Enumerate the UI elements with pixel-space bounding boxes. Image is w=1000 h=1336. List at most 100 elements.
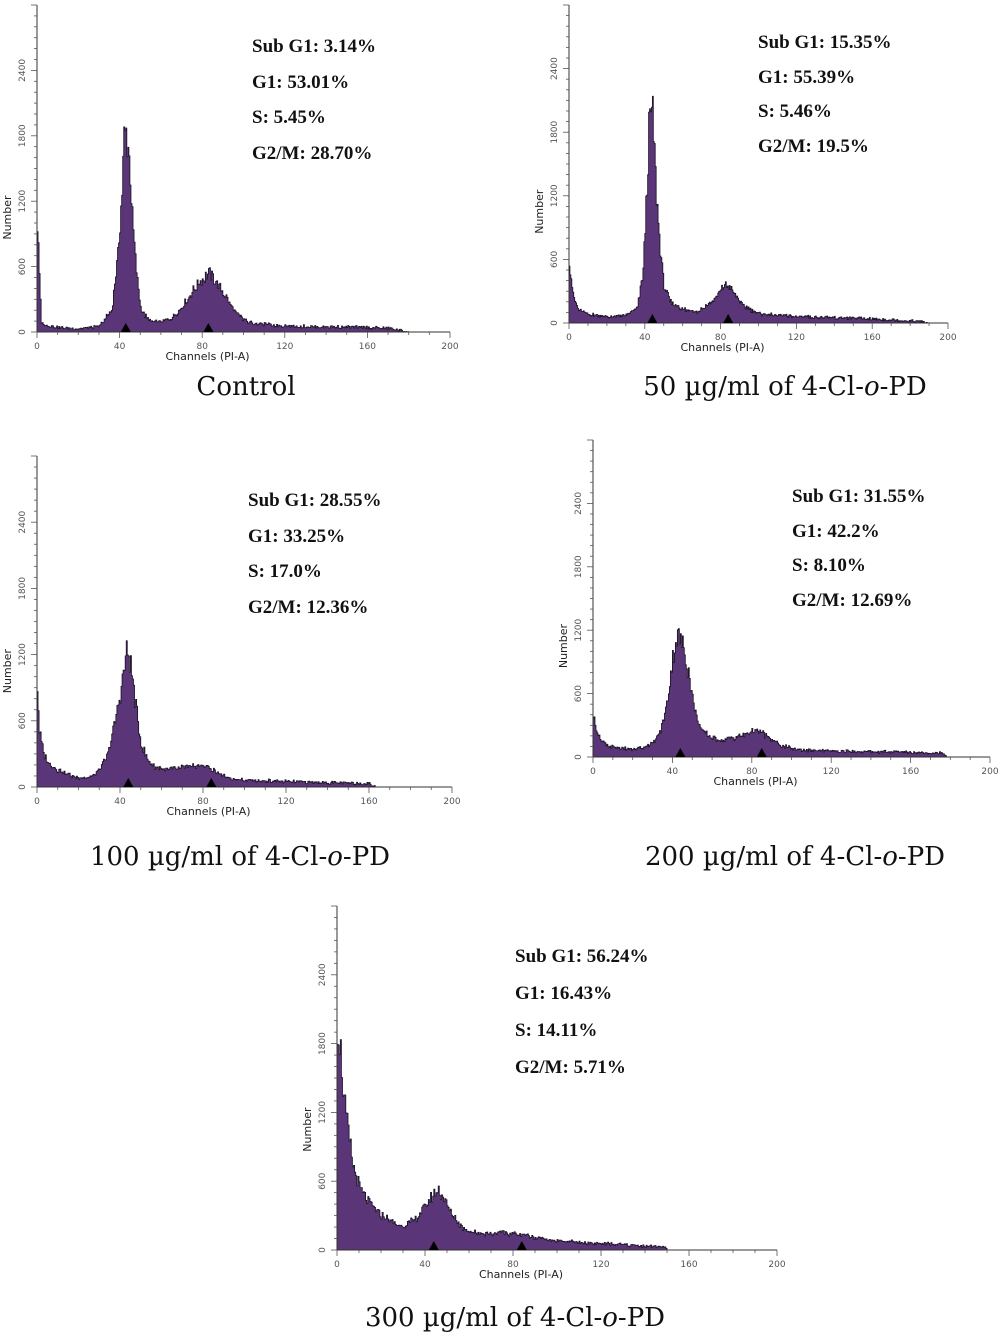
- caption-italic: o: [882, 842, 898, 872]
- y-tick-label: 2400: [574, 492, 584, 515]
- y-tick-label: 1200: [18, 189, 28, 212]
- x-axis-title: Channels (PI-A): [165, 350, 249, 363]
- stat-g2m: G2/M: 12.69%: [792, 589, 913, 611]
- panel-caption: 100 µg/ml of 4-Cl-o-PD: [60, 842, 420, 872]
- stat-g1: G1: 33.25%: [248, 525, 346, 547]
- x-tick-label: 200: [441, 342, 458, 352]
- peak-marker: [203, 323, 214, 332]
- caption-pre: 300 µg/ml of 4-Cl-: [364, 1303, 603, 1333]
- y-tick-label: 2400: [318, 963, 328, 986]
- caption-post: -PD: [342, 842, 391, 872]
- x-tick-label: 200: [981, 767, 998, 777]
- x-tick-label: 160: [902, 767, 919, 777]
- panel-50: 0 600 1200 1800 2400 0 40 80 120 160 200 Channels (…: [0, 0, 1000, 410]
- y-tick-label: 0: [18, 784, 28, 790]
- stat-g2m: G2/M: 12.36%: [248, 596, 369, 618]
- stat-g1: G1: 55.39%: [758, 66, 856, 88]
- x-tick-label: 80: [197, 797, 209, 807]
- caption-pre: Control: [196, 372, 296, 402]
- y-tick-label: 1800: [550, 120, 560, 143]
- y-tick-label: 0: [574, 754, 584, 760]
- x-tick-label: 40: [419, 1260, 431, 1270]
- x-tick-label: 0: [34, 342, 40, 352]
- stat-sub-g1: Sub G1: 56.24%: [515, 946, 649, 967]
- cell-cycle-stats: Sub G1: 15.35% G1: 55.39% S: 5.46% G2/M:…: [758, 32, 892, 170]
- histogram-area: [592, 628, 948, 758]
- x-tick-label: 40: [114, 797, 126, 807]
- stat-g2m: G2/M: 19.5%: [758, 135, 869, 157]
- x-tick-label: 0: [566, 333, 572, 343]
- y-axis-title: Number: [1, 195, 14, 240]
- histogram-area: [568, 95, 930, 324]
- histogram-area: [336, 1039, 669, 1251]
- x-tick-label: 200: [768, 1260, 785, 1270]
- y-tick-label: 1200: [318, 1101, 328, 1124]
- x-tick-label: 120: [277, 797, 294, 807]
- histogram-chart: 0 600 1200 1800 2400 0 40 80 120 160 200 Channels (…: [301, 905, 786, 1281]
- y-tick-label: 600: [18, 258, 28, 275]
- stat-s: S: 5.45%: [252, 107, 326, 128]
- x-axis-title: Channels (PI-A): [479, 1268, 563, 1281]
- x-tick-label: 160: [359, 342, 376, 352]
- y-tick-label: 600: [318, 1172, 328, 1189]
- peak-marker: [516, 1241, 527, 1250]
- y-tick-label: 2400: [550, 57, 560, 80]
- histogram-chart: 0 600 1200 1800 2400 0 40 80 120 160 200 Channels (…: [533, 4, 957, 354]
- caption-pre: 100 µg/ml of 4-Cl-: [89, 842, 328, 872]
- x-tick-label: 80: [715, 333, 727, 343]
- peak-marker: [723, 314, 734, 323]
- y-tick-label: 600: [574, 685, 584, 702]
- y-axis-title: Number: [557, 623, 570, 668]
- stat-g1: G1: 42.2%: [792, 520, 880, 542]
- x-tick-label: 160: [680, 1260, 697, 1270]
- y-tick-label: 600: [18, 712, 28, 729]
- caption-italic: o: [602, 1303, 618, 1333]
- x-axis-title: Channels (PI-A): [680, 341, 764, 354]
- y-tick-label: 0: [318, 1247, 328, 1253]
- x-tick-label: 120: [276, 342, 293, 352]
- stat-g1: G1: 16.43%: [515, 983, 613, 1004]
- x-tick-label: 200: [443, 797, 460, 807]
- stat-s: S: 14.11%: [515, 1020, 598, 1041]
- y-tick-label: 1800: [318, 1032, 328, 1055]
- histogram-area: [36, 640, 377, 788]
- y-axis-title: Number: [533, 189, 546, 234]
- panel-caption: 50 µg/ml of 4-Cl-o-PD: [610, 372, 960, 402]
- x-tick-label: 120: [788, 333, 805, 343]
- caption-italic: o: [863, 372, 880, 402]
- y-tick-label: 1200: [550, 184, 560, 207]
- stat-g2m: G2/M: 5.71%: [515, 1057, 626, 1078]
- y-tick-label: 2400: [18, 510, 28, 533]
- peak-marker: [647, 314, 658, 323]
- y-tick-label: 600: [550, 251, 560, 268]
- y-tick-label: 2400: [18, 59, 28, 82]
- x-axis-title: Channels (PI-A): [166, 805, 250, 818]
- caption-pre: 200 µg/ml of 4-Cl-: [644, 842, 883, 872]
- stat-sub-g1: Sub G1: 3.14%: [252, 36, 377, 57]
- x-tick-label: 80: [196, 342, 208, 352]
- caption-italic: o: [327, 842, 343, 872]
- x-tick-label: 0: [334, 1260, 340, 1270]
- y-tick-label: 1800: [574, 555, 584, 578]
- x-tick-label: 200: [939, 333, 956, 343]
- panel-caption: 300 µg/ml of 4-Cl-o-PD: [340, 1303, 690, 1333]
- x-tick-label: 0: [34, 797, 40, 807]
- histogram-chart: 0 600 1200 1800 2400 0 40 80 120 160 200 Channels (…: [1, 4, 459, 363]
- caption-post: -PD: [617, 1303, 666, 1333]
- panel-100: 0 600 1200 1800 2400 0 40 80 120 160 200 Channels (…: [0, 0, 480, 890]
- x-tick-label: 40: [639, 333, 651, 343]
- x-tick-label: 160: [360, 797, 377, 807]
- x-tick-label: 80: [507, 1260, 519, 1270]
- x-tick-label: 120: [823, 767, 840, 777]
- peak-marker: [120, 323, 131, 332]
- stat-sub-g1: Sub G1: 28.55%: [248, 490, 382, 511]
- peak-marker: [428, 1241, 439, 1250]
- caption-post: -PD: [879, 372, 927, 402]
- histogram-area: [36, 126, 410, 333]
- y-axis-title: Number: [301, 1107, 314, 1152]
- peak-marker: [123, 778, 134, 787]
- caption-pre: 50 µg/ml of 4-Cl-: [643, 372, 864, 402]
- x-tick-label: 0: [590, 767, 596, 777]
- x-tick-label: 40: [114, 342, 126, 352]
- caption-post: -PD: [897, 842, 946, 872]
